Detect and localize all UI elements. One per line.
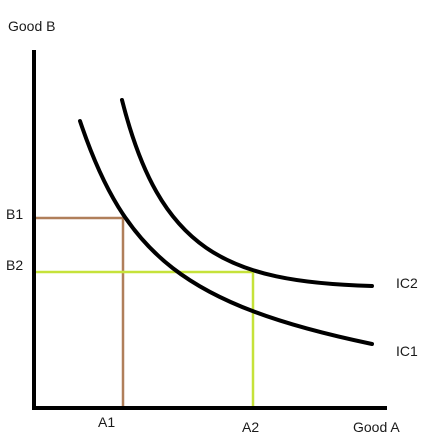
ic2-label: IC2 bbox=[396, 275, 418, 291]
y-axis-label: Good B bbox=[8, 18, 55, 34]
ic1-curve bbox=[78, 119, 374, 346]
b1-label: B1 bbox=[6, 206, 23, 222]
x-axis-label: Good A bbox=[353, 419, 400, 435]
ic1-label: IC1 bbox=[396, 343, 418, 359]
a1-label: A1 bbox=[98, 414, 115, 430]
b2-label: B2 bbox=[6, 257, 23, 273]
a2-label: A2 bbox=[242, 419, 259, 435]
ic2-curve bbox=[120, 98, 374, 288]
